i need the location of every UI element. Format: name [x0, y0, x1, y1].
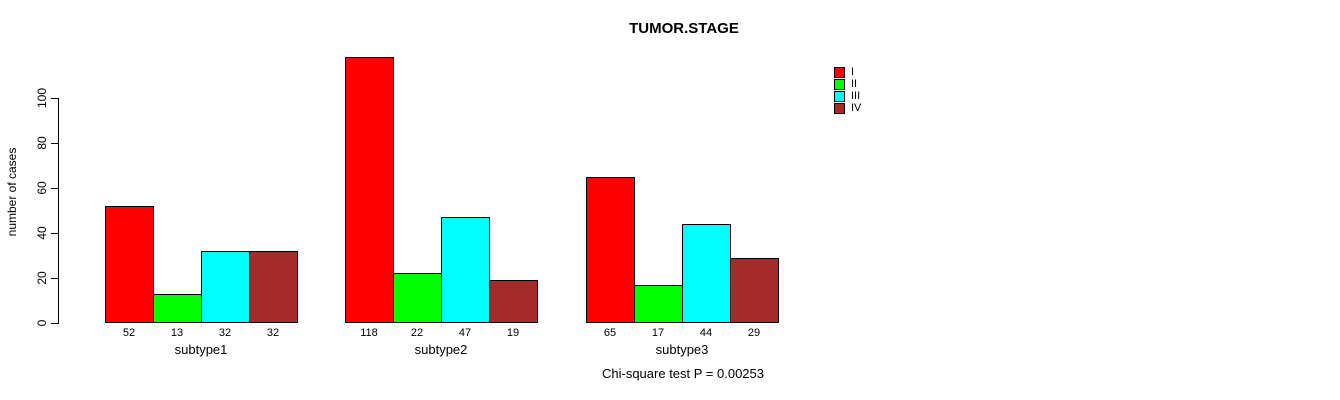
bar-value-label: 22	[410, 327, 424, 339]
y-axis-tick-label: 0	[35, 319, 49, 327]
bar-IV-subtype3	[730, 258, 779, 323]
x-axis-group-label-subtype1: subtype1	[174, 342, 228, 357]
y-axis-tick	[51, 278, 58, 279]
y-axis-tick-label: 20	[35, 271, 49, 285]
legend-item-II: II	[834, 78, 861, 90]
bar-value-label: 19	[506, 327, 520, 339]
legend-label: II	[851, 78, 858, 90]
y-axis-tick	[51, 323, 58, 324]
legend-item-IV: IV	[834, 102, 861, 114]
legend: I II III IV	[834, 66, 861, 114]
y-axis-tick	[51, 188, 58, 189]
legend-swatch-I	[834, 66, 845, 78]
legend-item-I: I	[834, 66, 861, 78]
y-axis-tick-label: 40	[35, 226, 49, 240]
bar-IV-subtype2	[489, 280, 538, 323]
y-axis-tick-label: 60	[35, 181, 49, 195]
y-axis-tick	[51, 98, 58, 99]
y-axis-tick-label: 80	[35, 136, 49, 150]
bar-value-label: 29	[747, 327, 761, 339]
bar-I-subtype2	[345, 57, 394, 323]
y-axis-line	[58, 98, 59, 324]
bar-II-subtype2	[393, 273, 442, 323]
bar-value-label: 32	[218, 327, 232, 339]
bar-II-subtype1	[153, 294, 202, 323]
y-axis-tick-label: 100	[35, 87, 49, 109]
bar-III-subtype3	[682, 224, 731, 323]
bar-I-subtype3	[586, 177, 635, 323]
y-axis-tick	[51, 233, 58, 234]
legend-label: IV	[851, 102, 862, 114]
bar-value-label: 32	[266, 327, 280, 339]
chi-square-annotation: Chi-square test P = 0.00253	[601, 366, 765, 381]
bar-value-label: 47	[458, 327, 472, 339]
legend-label: I	[851, 66, 855, 78]
chart-title: TUMOR.STAGE	[629, 20, 739, 37]
x-axis-group-label-subtype2: subtype2	[414, 342, 468, 357]
bar-III-subtype1	[201, 251, 250, 323]
bar-II-subtype3	[634, 285, 683, 323]
bar-value-label: 13	[170, 327, 184, 339]
bar-value-label: 52	[122, 327, 136, 339]
legend-label: III	[851, 90, 861, 102]
x-axis-group-label-subtype3: subtype3	[655, 342, 709, 357]
bar-IV-subtype1	[249, 251, 298, 323]
bar-value-label: 118	[360, 327, 378, 339]
legend-item-III: III	[834, 90, 861, 102]
bar-value-label: 65	[603, 327, 617, 339]
legend-swatch-II	[834, 78, 845, 90]
legend-swatch-IV	[834, 102, 845, 114]
bar-I-subtype1	[105, 206, 154, 323]
bar-III-subtype2	[441, 217, 490, 323]
legend-swatch-III	[834, 90, 845, 102]
bar-value-label: 17	[651, 327, 665, 339]
y-axis-tick	[51, 143, 58, 144]
y-axis-label: number of cases	[5, 147, 19, 237]
bar-value-label: 44	[699, 327, 713, 339]
